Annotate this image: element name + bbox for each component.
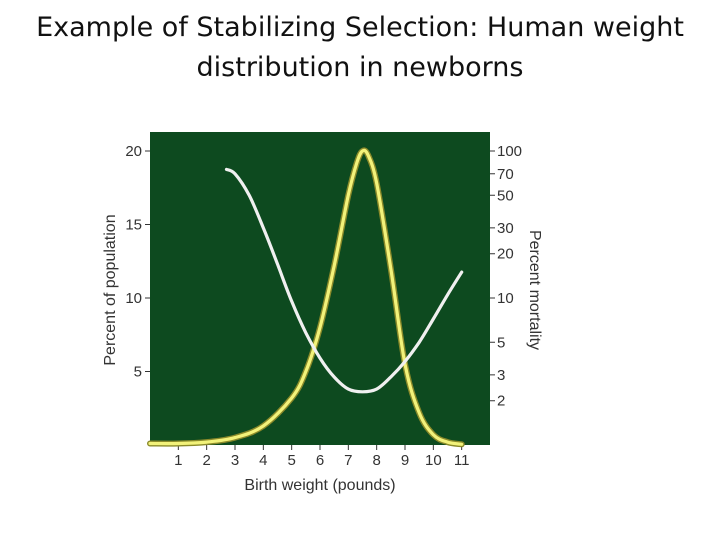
population-curve	[148, 148, 464, 446]
x-tick-label: 10	[425, 452, 442, 469]
x-tick-label: 3	[231, 452, 239, 469]
y-right-tick-label: 10	[497, 290, 514, 307]
y-right-tick-label: 2	[497, 393, 505, 410]
x-tick-label: 11	[454, 452, 470, 469]
y-left-tick-label: 5	[134, 364, 142, 381]
plot-background	[150, 132, 490, 445]
mortality-curve	[224, 167, 464, 394]
x-tick-label: 4	[259, 452, 267, 469]
x-axis-label: Birth weight (pounds)	[244, 477, 395, 494]
y-right-tick-label: 20	[497, 246, 514, 263]
y-left-tick-label: 10	[125, 290, 142, 307]
x-tick-label: 2	[202, 452, 210, 469]
y-left-tick-label: 15	[125, 217, 142, 234]
y-right-tick-label: 100	[497, 143, 522, 160]
slide-title-line-2: distribution in newborns	[196, 52, 524, 83]
y-right-tick-label: 70	[497, 166, 514, 183]
slide-title-line-1: Example of Stabilizing Selection: Human …	[36, 12, 684, 43]
x-tick-label: 8	[372, 452, 380, 469]
x-tick-label: 9	[401, 452, 409, 469]
x-tick-label: 7	[344, 452, 352, 469]
x-tick-label: 6	[316, 452, 324, 469]
y-right-tick-label: 5	[497, 334, 505, 351]
tick-layer: 1 2 3 4 5 6 7 8 9 10 11 5 10 15 20 2 3 5 10 20 30 50 70 100	[125, 143, 522, 469]
y-axis-right-label: Percent mortality	[526, 230, 543, 350]
y-right-tick-label: 50	[497, 187, 514, 204]
x-tick-label: 5	[287, 452, 295, 469]
y-left-tick-label: 20	[125, 143, 142, 160]
y-axis-left-label: Percent of population	[102, 214, 119, 365]
y-right-tick-label: 3	[497, 367, 505, 384]
y-right-tick-label: 30	[497, 220, 514, 237]
x-tick-label: 1	[174, 452, 182, 469]
slide-title: Example of Stabilizing Selection: Human …	[20, 8, 700, 88]
series-layer	[147, 147, 465, 448]
